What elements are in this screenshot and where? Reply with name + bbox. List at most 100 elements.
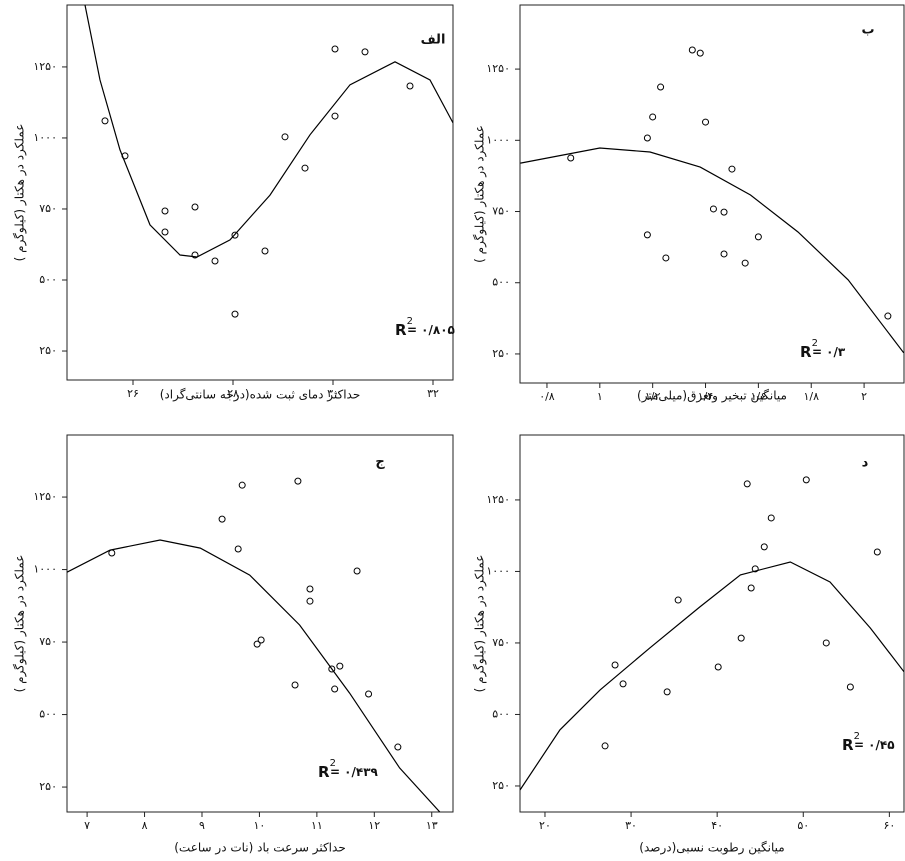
data-point: [760, 543, 768, 551]
y-tick-label: ۱۰۰۰: [33, 563, 57, 576]
x-tick-label: ۶۰: [883, 819, 895, 832]
r-squared: R2 = ۰/۴۵: [842, 731, 895, 754]
r-squared: R2 = ۰/۸۰۵: [395, 316, 455, 339]
data-point: [261, 247, 269, 255]
r-value: = ۰/۴۵: [854, 738, 895, 752]
r-value: = ۰/۴۳۹: [330, 765, 379, 779]
x-tick-label: ۲۶: [127, 387, 139, 400]
plot-frame: [66, 4, 454, 381]
data-point: [234, 545, 242, 553]
data-point: [394, 743, 402, 751]
data-point: [101, 117, 109, 125]
r-superscript: 2: [812, 338, 818, 349]
y-tick-label: ۲۵۰: [39, 344, 57, 357]
data-point: [331, 45, 339, 53]
y-axis-label: عملکرد در هکتار (کیلوگرم ): [473, 125, 488, 263]
data-point: [737, 634, 745, 642]
data-point: [218, 515, 226, 523]
x-tick-label: ۲۸: [227, 387, 239, 400]
y-tick-label: ۱۰۰۰: [486, 564, 510, 577]
x-tick-label: ۳۰: [327, 387, 339, 400]
data-point: [657, 83, 665, 91]
data-point: [674, 596, 682, 604]
data-point: [611, 661, 619, 669]
fit-curve: [520, 561, 904, 791]
x-tick-label: ۸: [142, 819, 148, 832]
data-point: [822, 639, 830, 647]
y-axis-label: عملکرد در هکتار (کیلوگرم ): [13, 124, 28, 262]
data-point: [751, 565, 759, 573]
y-tick-label: ۱۰۰۰: [486, 133, 510, 146]
data-point: [294, 477, 302, 485]
data-point: [619, 680, 627, 688]
r-value: = ۰/۸۰۵: [407, 323, 455, 337]
data-point: [754, 233, 762, 241]
data-point: [747, 584, 755, 592]
panel-title: الف: [421, 33, 446, 48]
fit-curve: [84, 5, 453, 258]
y-tick-label: ۵۰۰: [492, 707, 510, 720]
x-tick-label: ۳۰: [625, 819, 637, 832]
x-tick-label: ۱/۶: [751, 390, 767, 403]
y-tick-label: ۲۵۰: [492, 347, 510, 360]
r-squared: R2 = ۰/۴۳۹: [318, 758, 379, 781]
x-tick-label: ۱: [597, 390, 603, 403]
y-tick-label: ۵۰۰: [492, 276, 510, 289]
data-point: [688, 46, 696, 54]
data-point: [121, 152, 129, 160]
fit-curve: [520, 147, 904, 354]
x-tick-label: ۱۰: [254, 819, 266, 832]
r-value: = ۰/۳: [812, 345, 846, 359]
y-tick-label: ۲۵۰: [492, 779, 510, 792]
data-point: [873, 548, 881, 556]
data-point: [743, 480, 751, 488]
x-tick-label: ۱/۴: [698, 390, 714, 403]
data-point: [884, 312, 892, 320]
y-tick-label: ۷۵۰: [39, 635, 57, 648]
r-symbol: R: [842, 736, 854, 754]
y-tick-label: ۱۲۵۰: [486, 493, 510, 506]
x-tick-label: ۱۱: [311, 819, 323, 832]
panel-title: د: [862, 456, 869, 471]
plot-frame: [519, 434, 905, 813]
data-point: [702, 118, 710, 126]
y-tick-label: ۷۵۰: [492, 205, 510, 218]
data-point: [728, 165, 736, 173]
data-point: [709, 205, 717, 213]
data-point: [328, 665, 336, 673]
r-superscript: 2: [854, 731, 860, 742]
data-point: [336, 662, 344, 670]
data-point: [191, 203, 199, 211]
x-tick-label: ۳۲: [427, 387, 439, 400]
data-point: [281, 133, 289, 141]
x-tick-label: ۱۲: [368, 819, 380, 832]
data-point: [663, 688, 671, 696]
data-point: [802, 476, 810, 484]
x-tick-label: ۲۰: [539, 819, 551, 832]
data-point: [406, 82, 414, 90]
r-superscript: 2: [330, 758, 336, 769]
x-tick-label: ۱۳: [426, 819, 438, 832]
x-tick-label: ۷: [84, 819, 90, 832]
r-squared: R2 = ۰/۳: [800, 338, 846, 361]
data-point: [353, 567, 361, 575]
y-tick-label: ۱۲۵۰: [33, 490, 57, 503]
data-point: [649, 113, 657, 121]
data-point: [741, 259, 749, 267]
x-axis-label: حداکثر دمای ثبت شده(درجه سانتی‌گراد): [160, 388, 361, 403]
y-axis-label: عملکرد در هکتار (کیلوگرم ): [473, 555, 488, 693]
x-tick-label: ۱/۸: [803, 390, 819, 403]
fit-curve: [67, 539, 441, 812]
x-axis-label: میانگین رطوبت نسبی(درصد): [639, 841, 784, 856]
data-point: [720, 250, 728, 258]
y-axis-label: عملکرد در هکتار (کیلوگرم ): [13, 555, 28, 693]
data-point: [231, 231, 239, 239]
data-point: [253, 640, 261, 648]
x-tick-label: ۱/۲: [645, 390, 661, 403]
data-point: [662, 254, 670, 262]
plot-frame: [519, 4, 905, 384]
data-point: [161, 228, 169, 236]
data-point: [720, 208, 728, 216]
x-tick-label: ۰/۸: [539, 390, 555, 403]
